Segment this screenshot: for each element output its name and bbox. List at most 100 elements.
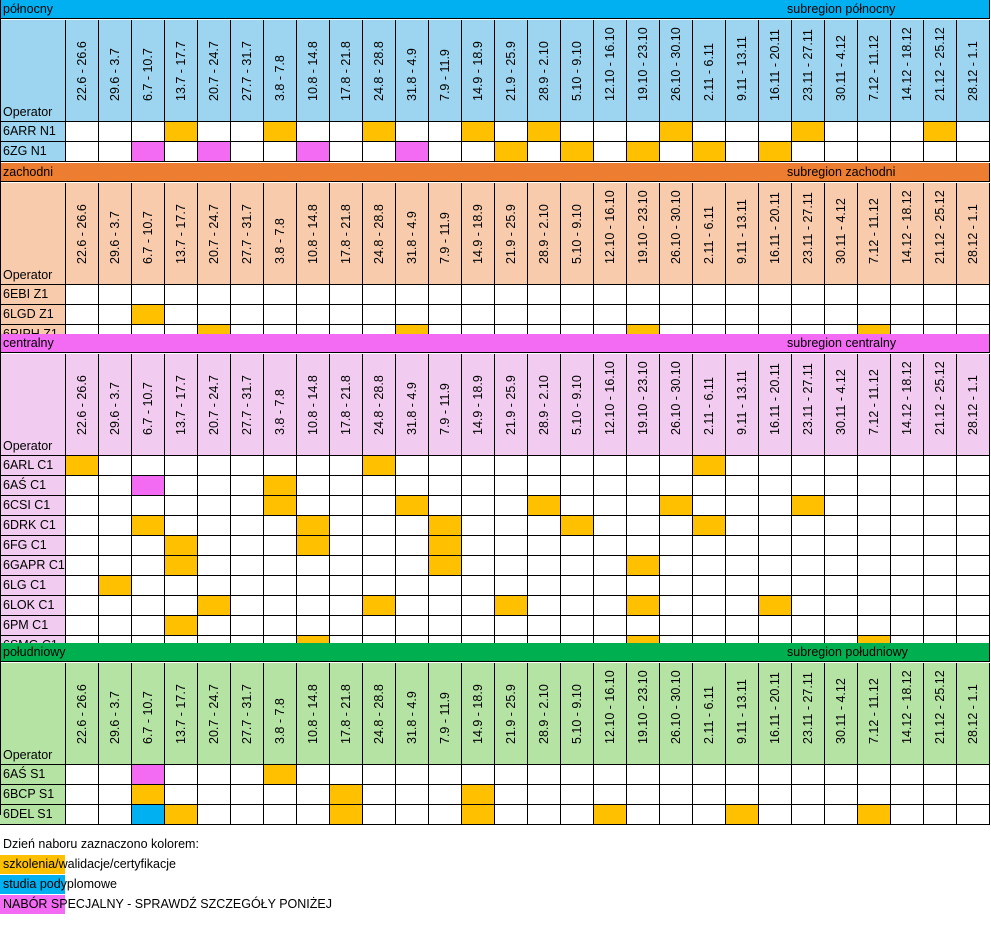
week-header: 13.7 - 17.7: [165, 20, 198, 122]
schedule-cell: [66, 805, 99, 825]
schedule-cell: [165, 576, 198, 596]
operator-row-name: 6LG C1: [0, 576, 66, 596]
recruitment-mark-yellow: [198, 596, 231, 616]
week-header-label: 9.11 - 13.11: [735, 36, 749, 101]
week-header-label: 10.8 - 14.8: [306, 41, 320, 101]
schedule-cell: [627, 305, 660, 325]
schedule-cell: [528, 576, 561, 596]
recruitment-mark-yellow: [165, 122, 198, 142]
schedule-cell: [957, 596, 990, 616]
schedule-cell: [957, 785, 990, 805]
schedule-cell: [759, 285, 792, 305]
schedule-cell: [66, 476, 99, 496]
week-header: 21.12 - 25.12: [924, 663, 957, 765]
schedule-cell: [363, 576, 396, 596]
schedule-cell: [627, 456, 660, 476]
schedule-cell: [495, 765, 528, 785]
week-header-label: 22.6 - 26.6: [75, 684, 89, 744]
schedule-cell: [429, 616, 462, 636]
week-header-label: 17.8 - 21.8: [339, 204, 353, 264]
schedule-cell: [825, 556, 858, 576]
schedule-cell: [198, 476, 231, 496]
schedule-cell: [528, 536, 561, 556]
schedule-cell: [165, 785, 198, 805]
week-header-label: 9.11 - 13.11: [735, 370, 749, 435]
schedule-cell: [396, 476, 429, 496]
schedule-cell: [231, 476, 264, 496]
section-name: zachodni: [3, 165, 54, 179]
week-header-label: 29.6 - 3.7: [108, 382, 122, 435]
schedule-cell: [792, 456, 825, 476]
recruitment-mark-yellow: [297, 516, 330, 536]
operator-row-name: 6FG C1: [0, 536, 66, 556]
schedule-cell: [495, 805, 528, 825]
recruitment-mark-yellow: [165, 805, 198, 825]
schedule-cell: [957, 616, 990, 636]
schedule-cell: [660, 805, 693, 825]
schedule-cell: [264, 576, 297, 596]
schedule-cell: [66, 785, 99, 805]
schedule-cell: [660, 285, 693, 305]
schedule-cell: [66, 765, 99, 785]
schedule-cell: [825, 476, 858, 496]
week-header-label: 23.11 - 27.11: [801, 192, 815, 264]
recruitment-mark-yellow: [132, 785, 165, 805]
schedule-cell: [198, 556, 231, 576]
schedule-cell: [462, 142, 495, 162]
schedule-cell: [693, 476, 726, 496]
schedule-cell: [66, 596, 99, 616]
week-header: 10.8 - 14.8: [297, 20, 330, 122]
schedule-cell: [66, 285, 99, 305]
week-header: 28.9 - 2.10: [528, 354, 561, 456]
week-header: 7.9 - 11.9: [429, 20, 462, 122]
schedule-cell: [594, 536, 627, 556]
schedule-cell: [891, 536, 924, 556]
schedule-cell: [693, 556, 726, 576]
schedule-cell: [396, 596, 429, 616]
schedule-cell: [165, 596, 198, 616]
schedule-cell: [99, 536, 132, 556]
schedule-cell: [726, 516, 759, 536]
week-header: 5.10 - 9.10: [561, 663, 594, 765]
week-header-label: 31.8 - 4.9: [405, 691, 419, 744]
schedule-cell: [561, 285, 594, 305]
schedule-cell: [792, 556, 825, 576]
schedule-cell: [594, 556, 627, 576]
week-header: 20.7 - 24.7: [198, 354, 231, 456]
week-header: 28.12 - 1.1: [957, 663, 990, 765]
week-header: 12.10 - 16.10: [594, 663, 627, 765]
schedule-cell: [429, 596, 462, 616]
schedule-cell: [759, 456, 792, 476]
schedule-cell: [660, 576, 693, 596]
week-header-label: 28.12 - 1.1: [966, 41, 980, 101]
schedule-cell: [363, 285, 396, 305]
schedule-cell: [495, 556, 528, 576]
schedule-cell: [693, 596, 726, 616]
schedule-cell: [264, 142, 297, 162]
week-header: 9.11 - 13.11: [726, 183, 759, 285]
schedule-cell: [297, 616, 330, 636]
operator-name: 6DRK C1: [3, 518, 56, 532]
schedule-cell: [66, 305, 99, 325]
operator-row-name: 6ZG N1: [0, 142, 66, 162]
week-header-label: 23.11 - 27.11: [801, 672, 815, 744]
week-header-label: 14.9 - 18.9: [471, 684, 485, 744]
schedule-cell: [165, 305, 198, 325]
schedule-cell: [858, 305, 891, 325]
schedule-cell: [726, 122, 759, 142]
schedule-cell: [66, 516, 99, 536]
operator-row-name: 6ARR N1: [0, 122, 66, 142]
week-header: 21.9 - 25.9: [495, 663, 528, 765]
week-header: 12.10 - 16.10: [594, 354, 627, 456]
schedule-cell: [462, 536, 495, 556]
subregion-label: subregion północny: [787, 2, 896, 16]
schedule-cell: [660, 305, 693, 325]
schedule-cell: [363, 805, 396, 825]
schedule-cell: [429, 142, 462, 162]
schedule-cell: [264, 596, 297, 616]
schedule-cell: [792, 576, 825, 596]
week-header: 16.11 - 20.11: [759, 20, 792, 122]
week-header-label: 28.12 - 1.1: [966, 204, 980, 264]
week-header: 22.6 - 26.6: [66, 20, 99, 122]
week-header-label: 14.12 - 18.12: [900, 670, 914, 744]
